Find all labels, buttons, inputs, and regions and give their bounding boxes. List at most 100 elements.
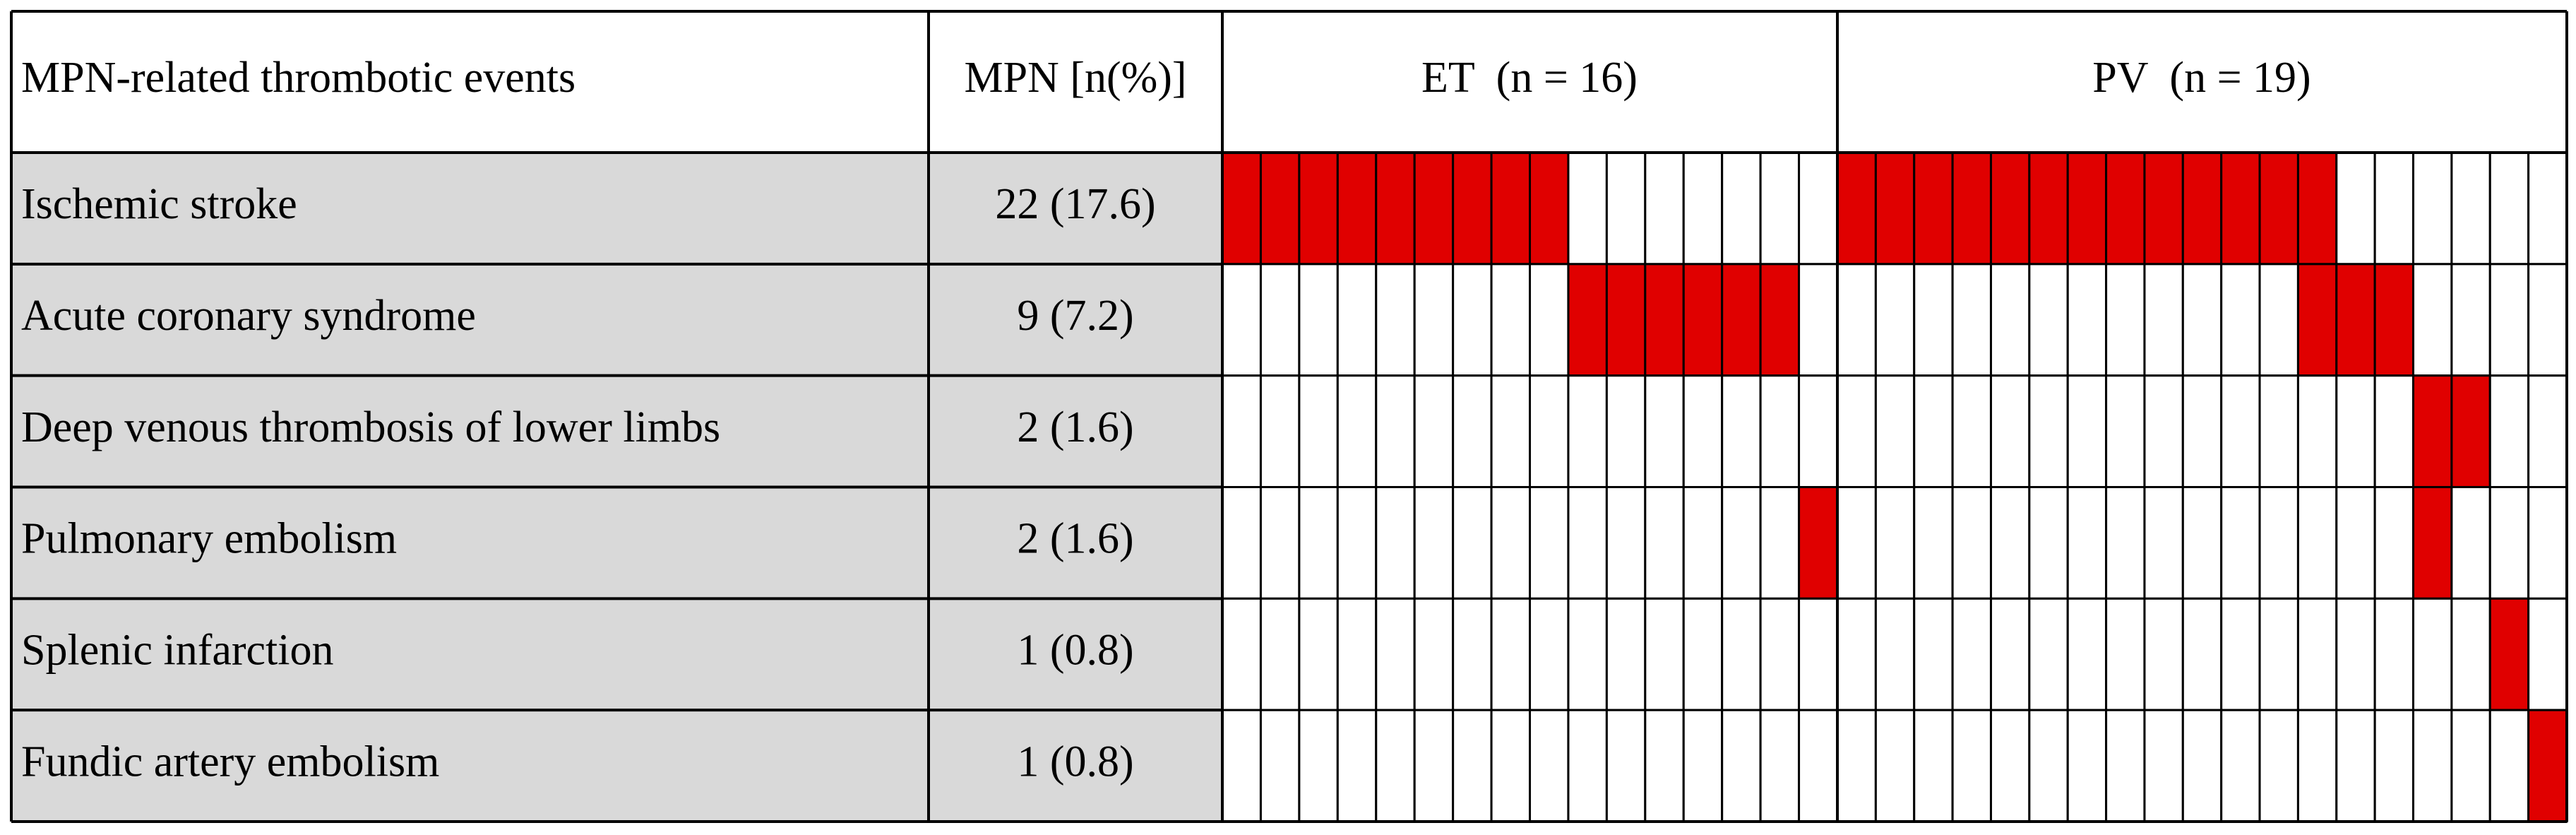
patient-cell [1951, 597, 1992, 711]
patient-cell [1951, 263, 1992, 377]
patient-cell [1798, 486, 1839, 600]
patient-cell [1452, 709, 1493, 823]
patient-cell [1221, 597, 1262, 711]
patient-cell [1413, 151, 1455, 266]
patient-cell [2296, 263, 2338, 377]
patient-cell [2373, 374, 2415, 489]
patient-cell [1836, 486, 1877, 600]
patient-cell [1682, 486, 1724, 600]
patient-cell [2373, 709, 2415, 823]
patient-cell [1298, 263, 1339, 377]
patient-cell [1874, 597, 1916, 711]
label-cell [11, 487, 1222, 599]
patient-cell [2066, 597, 2108, 711]
patient-cell [1490, 151, 1531, 266]
header-event: MPN-related thrombotic events [21, 54, 576, 102]
patient-cell [2450, 263, 2491, 377]
patient-cell [1759, 486, 1801, 600]
patient-cell [2028, 151, 2069, 266]
event-label: Pulmonary embolism [21, 515, 397, 563]
patient-cell [2373, 151, 2415, 266]
patient-cell [2488, 151, 2530, 266]
patient-cell [2105, 263, 2146, 377]
patient-cell [2181, 374, 2223, 489]
patient-cell [1721, 263, 1762, 377]
patient-cell [1529, 486, 1570, 600]
patient-cell [1798, 151, 1839, 266]
patient-cell [2220, 151, 2261, 266]
patient-cell [1989, 374, 2031, 489]
patient-cell [1336, 374, 1378, 489]
patient-cell [2143, 597, 2184, 711]
patient-cell [1259, 709, 1301, 823]
patient-cell [2258, 151, 2299, 266]
header-pv: PV (n = 19) [2092, 54, 2310, 102]
patient-cell [2296, 597, 2338, 711]
patient-cell [2373, 486, 2415, 600]
patient-cell [1605, 263, 1647, 377]
patient-cell [1529, 263, 1570, 377]
header-mpn: MPN [n(%)] [964, 54, 1186, 102]
patient-cell [1644, 151, 1685, 266]
header-et: ET (n = 16) [1421, 54, 1638, 102]
mpn-value: 1 (0.8) [1017, 738, 1133, 786]
patient-cell [1989, 263, 2031, 377]
patient-cell [1221, 374, 1262, 489]
patient-cell [2028, 597, 2069, 711]
patient-cell [1221, 263, 1262, 377]
patient-cell [2488, 374, 2530, 489]
patient-cell [1259, 263, 1301, 377]
patient-cell [1682, 597, 1724, 711]
patient-cell [1221, 486, 1262, 600]
patient-cell [2181, 597, 2223, 711]
patient-cell [2258, 709, 2299, 823]
patient-cell [1798, 263, 1839, 377]
patient-cell [1989, 709, 2031, 823]
patient-cell [1759, 263, 1801, 377]
patient-cell [2066, 263, 2108, 377]
patient-cell [1913, 151, 1954, 266]
patient-cell [1913, 597, 1954, 711]
patient-cell [2028, 374, 2069, 489]
patient-cell [2450, 486, 2491, 600]
patient-cell [1682, 709, 1724, 823]
patient-cell [1567, 263, 1608, 377]
patient-cell [1567, 374, 1608, 489]
patient-cell [1336, 486, 1378, 600]
patient-cell [2220, 709, 2261, 823]
patient-cell [1605, 597, 1647, 711]
patient-cell [1989, 486, 2031, 600]
patient-cell [2105, 597, 2146, 711]
patient-cell [1490, 486, 1531, 600]
patient-cell [1375, 374, 1416, 489]
patient-cell [1682, 263, 1724, 377]
patient-cell [1759, 374, 1801, 489]
patient-cell [2450, 597, 2491, 711]
patient-cell [2028, 263, 2069, 377]
patient-cell [1529, 151, 1570, 266]
patient-cell [1644, 486, 1685, 600]
patient-cell [1529, 597, 1570, 711]
patient-cell [1605, 151, 1647, 266]
patient-cell [1490, 374, 1531, 489]
mpn-value: 9 (7.2) [1017, 292, 1133, 340]
patient-cell [1413, 374, 1455, 489]
patient-cell [2105, 486, 2146, 600]
patient-cell [1874, 151, 1916, 266]
patient-cell [2412, 486, 2453, 600]
patient-cell [1874, 486, 1916, 600]
patient-cell [2412, 709, 2453, 823]
patient-cell [1951, 374, 1992, 489]
patient-cell [2066, 709, 2108, 823]
patient-cell [1759, 709, 1801, 823]
patient-cell [2220, 597, 2261, 711]
patient-cell [1221, 709, 1262, 823]
patient-cell [2143, 709, 2184, 823]
label-cell [11, 153, 1222, 264]
patient-cell [2527, 597, 2568, 711]
patient-cell [1874, 263, 1916, 377]
patient-cell [1644, 597, 1685, 711]
patient-cell [2258, 486, 2299, 600]
patient-cell [1836, 151, 1877, 266]
